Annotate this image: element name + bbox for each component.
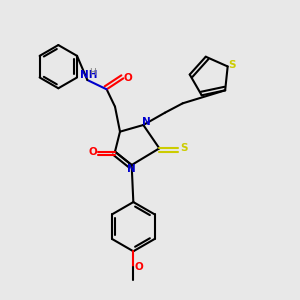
Text: NH: NH — [80, 70, 98, 80]
Text: S: S — [180, 143, 188, 153]
Text: H: H — [89, 68, 96, 77]
Text: N: N — [127, 164, 136, 175]
Text: O: O — [134, 262, 143, 272]
Text: N: N — [142, 117, 151, 127]
Text: S: S — [228, 60, 236, 70]
Text: O: O — [88, 147, 97, 157]
Text: O: O — [124, 73, 132, 83]
